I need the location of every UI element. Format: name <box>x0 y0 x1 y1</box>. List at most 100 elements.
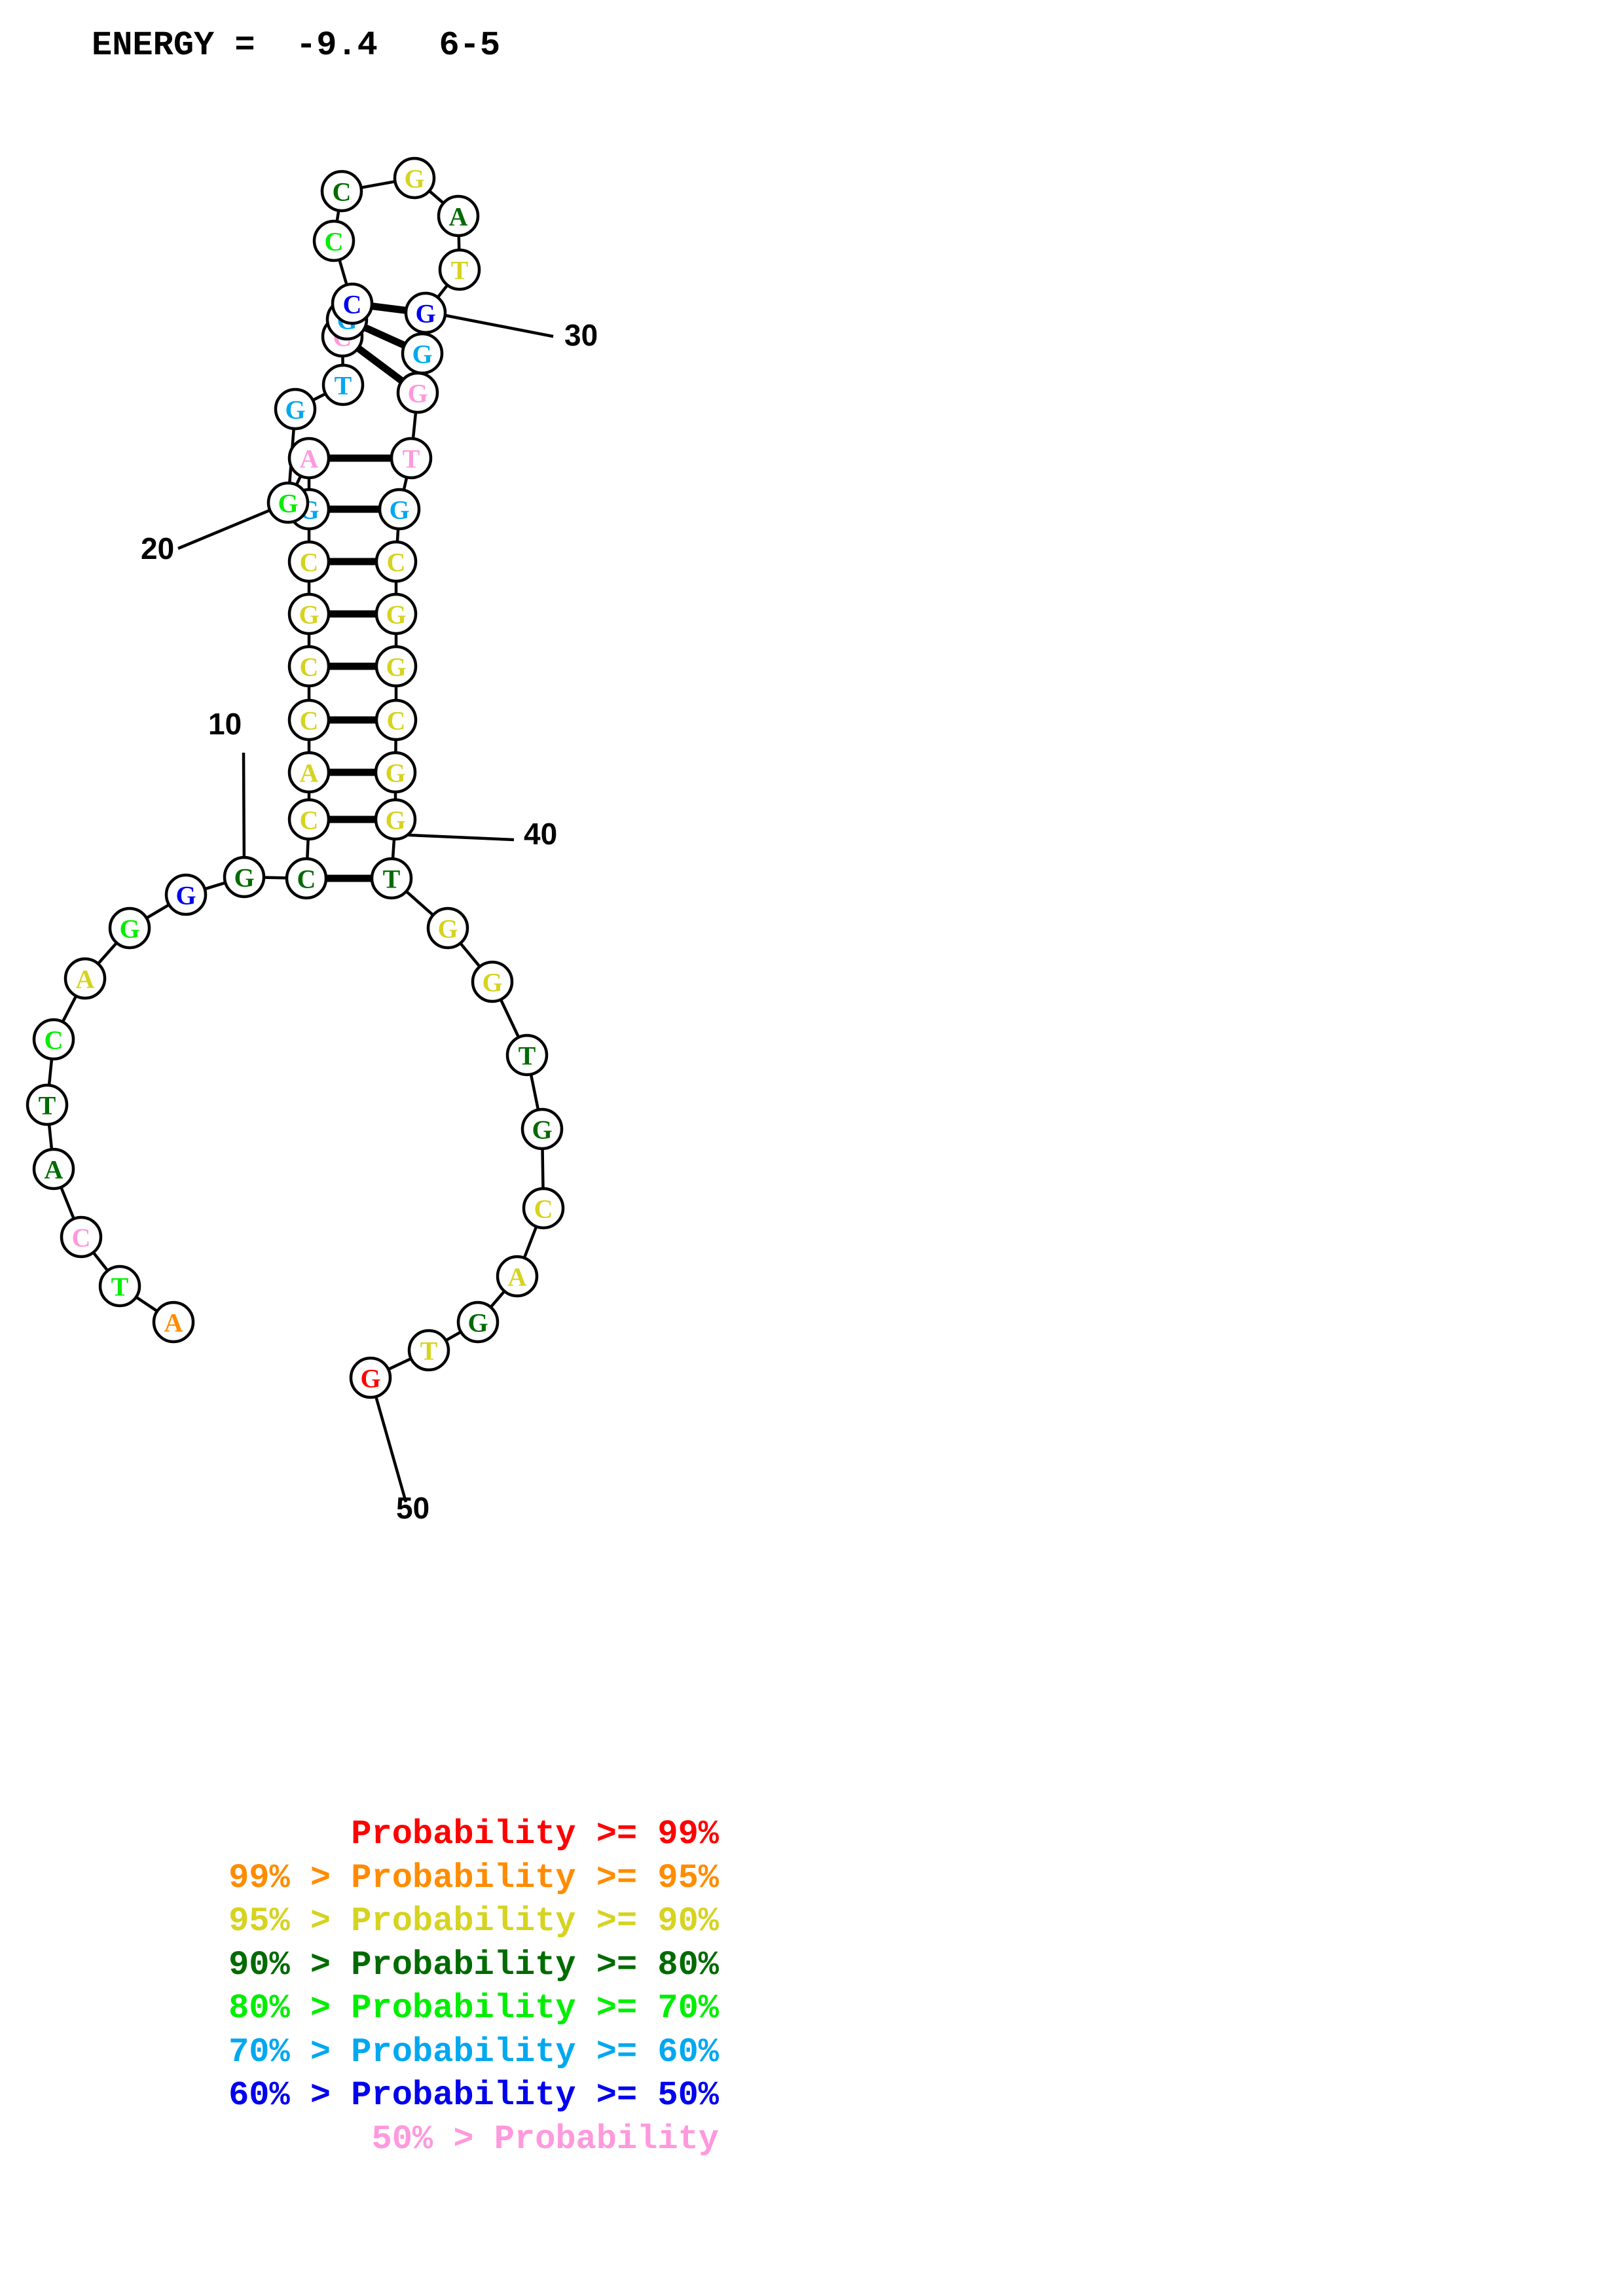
nucleotide-node[interactable]: G <box>396 371 439 414</box>
nucleotide-circle <box>32 1147 75 1191</box>
nucleotide-node[interactable]: G <box>223 855 266 899</box>
base-pair-bond <box>363 324 406 349</box>
nucleotide-node[interactable]: A <box>152 1300 195 1344</box>
nucleotide-node[interactable]: T <box>438 248 481 291</box>
nucleotide-node[interactable]: G <box>401 332 444 375</box>
nucleotide-node[interactable]: T <box>321 363 365 406</box>
nucleotide-letter: A <box>76 965 95 994</box>
backbone-link <box>529 1073 540 1111</box>
nucleotide-node[interactable]: C <box>312 219 356 262</box>
nucleotide-node[interactable]: G <box>287 592 331 636</box>
nucleotide-node[interactable]: G <box>274 387 317 431</box>
nucleotide-node[interactable]: C <box>374 698 418 742</box>
backbone-link <box>522 1225 538 1260</box>
nucleotide-node[interactable]: G <box>108 906 151 950</box>
backbone-link <box>458 941 482 969</box>
nucleotide-letter: A <box>449 202 468 232</box>
nucleotide-circle <box>437 194 480 238</box>
nucleotide-circle <box>312 219 356 262</box>
nucleotide-circle <box>374 645 418 688</box>
backbone-link <box>47 1057 54 1087</box>
nucleotide-node[interactable]: G <box>374 798 417 841</box>
nucleotide-node[interactable]: C <box>60 1215 103 1259</box>
nucleotide-node[interactable]: G <box>404 291 447 334</box>
nucleotide-letter: T <box>39 1091 56 1121</box>
nucleotide-letter: C <box>387 548 406 577</box>
backbone-link <box>61 994 78 1024</box>
base-pair-bonds-layer <box>326 302 407 882</box>
nucleotide-node[interactable]: T <box>98 1265 141 1308</box>
nucleotide-circle <box>496 1255 539 1298</box>
nucleotide-node[interactable]: T <box>407 1329 450 1372</box>
nucleotide-letter: A <box>300 759 319 788</box>
nucleotide-letter: C <box>343 290 362 319</box>
nucleotide-circle <box>266 481 310 524</box>
nucleotide-node[interactable]: T <box>370 857 413 900</box>
nucleotide-node[interactable]: A <box>496 1255 539 1298</box>
nucleotide-letter: T <box>420 1336 438 1366</box>
backbone-link <box>499 997 520 1039</box>
numbering-labels-layer: 10 20 30 40 50 <box>141 318 598 1525</box>
nucleotide-node[interactable]: A <box>64 957 107 1000</box>
nucleotide-node[interactable]: T <box>390 437 433 480</box>
nucleotide-node[interactable]: A <box>287 751 331 794</box>
nucleotide-node[interactable]: A <box>437 194 480 238</box>
nucleotide-node[interactable]: G <box>374 751 417 794</box>
nucleotide-circle <box>404 291 447 334</box>
nucleotide-node[interactable]: G <box>378 488 421 531</box>
nucleotide-letter: A <box>45 1155 64 1185</box>
nucleotide-node[interactable]: G <box>520 1107 564 1151</box>
nucleotide-circle <box>287 437 331 480</box>
nucleotide-letter: A <box>508 1263 527 1292</box>
nucleotide-letter: G <box>532 1115 552 1145</box>
nucleotide-letter: G <box>299 600 319 630</box>
nucleotide-circle <box>407 1329 450 1372</box>
nucleotide-node[interactable]: C <box>32 1018 75 1061</box>
nucleotide-node[interactable]: G <box>349 1356 392 1399</box>
legend-row-8: 50% > Probability <box>371 2119 720 2159</box>
nucleotide-node[interactable]: C <box>522 1187 565 1230</box>
backbone-link <box>386 1357 413 1371</box>
nucleotide-circle <box>32 1018 75 1061</box>
backbone-link <box>145 903 171 920</box>
nucleotide-node[interactable]: T <box>26 1083 69 1126</box>
nucleotide-node[interactable]: G <box>393 156 436 200</box>
nucleotide-node[interactable]: C <box>374 540 418 583</box>
nucleotide-letter: G <box>385 806 405 835</box>
nucleotide-node[interactable]: C <box>287 698 331 742</box>
nucleotide-node[interactable]: G <box>266 481 310 524</box>
backbone-link <box>47 1122 54 1151</box>
nucleotide-nodes-layer: ATCATCAGGGCCACCGCGAGGTCGCCCGATGGGTGCGGCG… <box>26 156 565 1399</box>
nucleotide-circle <box>164 873 208 916</box>
nucleotide-node[interactable]: C <box>287 645 331 688</box>
nucleotide-node[interactable]: G <box>426 906 469 950</box>
backbone-link <box>203 881 227 891</box>
nucleotide-node[interactable]: C <box>287 798 331 841</box>
nucleotide-node[interactable]: A <box>32 1147 75 1191</box>
nucleotide-circle <box>438 248 481 291</box>
legend-row-4: 90% > Probability >= 80% <box>228 1945 719 1984</box>
nucleotide-node[interactable]: C <box>287 540 331 583</box>
nucleotide-node[interactable]: G <box>374 645 418 688</box>
backbone-link <box>359 180 397 189</box>
nucleotide-node[interactable]: G <box>471 960 514 1003</box>
nucleotide-node[interactable]: T <box>505 1033 549 1077</box>
backbone-link <box>428 189 445 205</box>
nucleotide-node[interactable]: C <box>320 170 363 213</box>
nucleotide-letter: G <box>386 653 406 682</box>
nucleotide-node[interactable]: G <box>374 592 418 636</box>
backbone-link <box>395 527 400 544</box>
nucleotide-letter: T <box>403 444 420 474</box>
nucleotide-letter: C <box>297 865 316 894</box>
nucleotide-node[interactable]: G <box>456 1300 500 1344</box>
nucleotide-node[interactable]: C <box>285 857 328 900</box>
probability-legend: Probability >= 99% 99% > Probability >= 9… <box>0 1813 733 2161</box>
sequence-number-label: 40 <box>524 817 557 851</box>
nucleotide-node[interactable]: A <box>287 437 331 480</box>
nucleotide-circle <box>393 156 436 200</box>
nucleotide-node[interactable]: C <box>331 282 374 325</box>
nucleotide-letter: C <box>333 177 352 207</box>
nucleotide-node[interactable]: G <box>164 873 208 916</box>
nucleotide-letter: G <box>278 489 298 518</box>
nucleotide-letter: G <box>415 299 435 329</box>
